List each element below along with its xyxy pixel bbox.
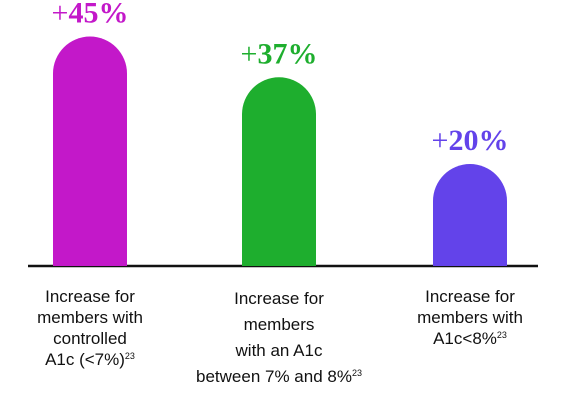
category-label-text: members with bbox=[37, 308, 143, 327]
category-label-text: Increase for bbox=[425, 287, 515, 306]
data-label-number: 20% bbox=[448, 124, 508, 157]
data-label-sign: + bbox=[52, 0, 69, 30]
category-label-text: between 7% and 8% bbox=[196, 367, 352, 386]
data-label-2: +37% bbox=[241, 37, 318, 70]
category-label-text: members with bbox=[417, 308, 523, 327]
category-label-line: A1c<8%23 bbox=[385, 328, 555, 349]
category-label-line: Increase for bbox=[194, 286, 364, 312]
category-label-line: with an A1c bbox=[194, 338, 364, 364]
bar-3 bbox=[433, 164, 507, 266]
footnote-reference: 23 bbox=[496, 330, 507, 340]
category-label-2: Increase for members with an A1c between 7%… bbox=[194, 286, 364, 390]
category-label-text: with an A1c bbox=[235, 341, 323, 360]
data-label-1: +45% bbox=[52, 0, 129, 30]
footnote-reference: 23 bbox=[351, 368, 362, 378]
category-label-text: Increase for bbox=[45, 287, 135, 306]
category-label-line: members with bbox=[385, 307, 555, 328]
data-label-number: 37% bbox=[257, 37, 317, 70]
category-label-line: between 7% and 8%23 bbox=[194, 364, 364, 390]
category-label-line: controlled bbox=[5, 328, 175, 349]
category-label-1: Increase for members with controlled A1c (<… bbox=[5, 286, 175, 370]
category-label-line: Increase for bbox=[5, 286, 175, 307]
category-label-text: A1c (<7%) bbox=[45, 350, 125, 369]
category-label-text: Increase for bbox=[234, 289, 324, 308]
category-label-line: A1c (<7%)23 bbox=[5, 349, 175, 370]
category-label-text: controlled bbox=[53, 329, 127, 348]
data-label-number: 45% bbox=[68, 0, 128, 30]
category-label-text: A1c<8% bbox=[433, 329, 497, 348]
bar-2 bbox=[242, 77, 316, 266]
bar-1 bbox=[53, 36, 127, 267]
data-label-3: +20% bbox=[432, 124, 509, 157]
data-label-sign: + bbox=[241, 37, 258, 70]
data-label-sign: + bbox=[432, 124, 449, 157]
category-label-line: members with bbox=[5, 307, 175, 328]
category-label-text: members bbox=[243, 315, 315, 334]
footnote-reference: 23 bbox=[124, 351, 135, 361]
category-label-3: Increase for members with A1c<8%23 bbox=[385, 286, 555, 349]
category-label-line: Increase for bbox=[385, 286, 555, 307]
category-label-line: members bbox=[194, 312, 364, 338]
